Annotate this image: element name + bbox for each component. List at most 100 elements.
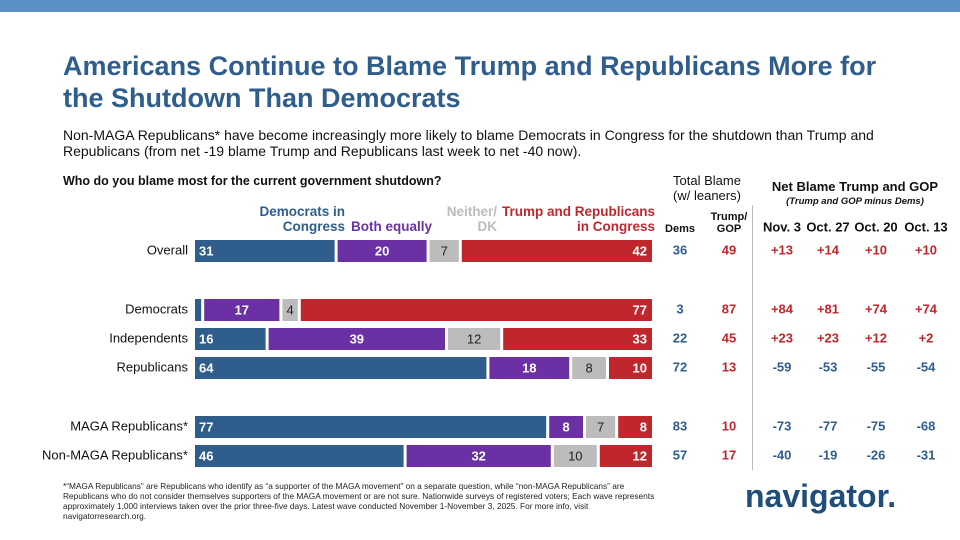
bar-segment [586,416,616,438]
value-label: 42 [633,243,647,258]
net-blame-value: -53 [819,359,838,374]
net-blame-value: -40 [773,447,792,462]
legend-label: Trump and Republicans in Congress [501,203,655,235]
value-label: 8 [585,360,592,375]
net-blame-title: Net Blame Trump and GOP [771,179,939,194]
value-label: 16 [199,331,213,346]
net-blame-value: +81 [817,301,839,316]
net-blame-subtitle: (Trump and GOP minus Dems) [786,196,924,207]
bar-segment [618,416,652,438]
bar-segment [461,240,652,262]
total-blame-value: 36 [673,242,687,257]
value-label: 10 [568,448,582,463]
value-label: 64 [199,360,214,375]
total-blame-value: 83 [673,418,687,433]
net-blame-value: -26 [867,447,886,462]
net-blame-value: +74 [865,301,888,316]
bar-segment [195,240,335,262]
value-label: 20 [375,243,389,258]
legend-label: Democrats in Congress [259,203,345,235]
legend-label: Both equally [350,219,432,235]
question: Who do you blame most for the current go… [63,174,442,188]
column-header: Dems [665,223,695,236]
total-blame-title: Total Blame (w/ leaners) [673,173,741,203]
bar-segment [489,357,570,379]
value-label: 7 [597,419,604,434]
value-label: 31 [199,243,213,258]
bar-segment [204,299,280,321]
bar-segment [195,445,404,467]
top-bar [0,0,960,12]
row-label: MAGA Republicans* [70,418,188,433]
bar-segment [572,357,606,379]
value-label: 77 [633,302,647,317]
net-blame-value: +13 [771,242,793,257]
bar-segment [300,299,652,321]
total-blame-value: 10 [722,418,736,433]
net-blame-value: +14 [817,242,840,257]
value-label: 7 [441,243,448,258]
row-label: Republicans [116,359,188,374]
bar-segment [609,357,652,379]
net-blame-value: -54 [917,359,937,374]
net-blame-value: -68 [917,418,936,433]
total-blame-value: 45 [722,330,736,345]
value-label: 46 [199,448,213,463]
total-blame-value: 17 [722,447,736,462]
total-blame-value: 57 [673,447,687,462]
net-blame-value: +23 [817,330,839,345]
value-label: 18 [522,360,536,375]
bar-segment [448,328,501,350]
column-header: Oct. 27 [806,219,849,234]
bar-segment [195,416,547,438]
net-blame-value: -55 [867,359,886,374]
value-label: 12 [467,331,481,346]
value-label: 12 [633,448,647,463]
bar-segment [195,299,202,321]
row-label: Overall [147,242,188,257]
total-blame-value: 87 [722,301,736,316]
value-label: 77 [199,419,213,434]
net-blame-value: +2 [919,330,934,345]
column-header: Trump/ GOP [710,210,748,236]
logo: navigator. [745,478,897,514]
column-header: Oct. 13 [904,219,947,234]
value-label: 32 [471,448,485,463]
net-blame-value: +12 [865,330,887,345]
column-header: Oct. 20 [854,219,897,234]
row-label: Non-MAGA Republicans* [42,447,188,462]
bar-segment [503,328,652,350]
bar-segment [195,357,487,379]
net-blame-value: -77 [819,418,838,433]
bar-segment [337,240,427,262]
value-label: 33 [633,331,647,346]
row-label: Independents [109,330,188,345]
value-label: 8 [562,419,569,434]
value-label: 39 [350,331,364,346]
value-label: 10 [633,360,647,375]
bar-segment [195,328,266,350]
net-blame-value: +10 [865,242,887,257]
footnote: *“MAGA Republicans” are Republicans who … [63,481,655,521]
bar-segment [282,299,298,321]
bar-segment [553,445,597,467]
net-blame-value: -59 [773,359,792,374]
row-label: Democrats [125,301,188,316]
bar-segment [406,445,551,467]
value-label: 8 [640,419,647,434]
net-blame-value: -31 [917,447,936,462]
bar-segment [549,416,583,438]
total-blame-value: 22 [673,330,687,345]
divider [752,205,753,470]
net-blame-value: +84 [771,301,794,316]
value-label: 4 [286,302,293,317]
bar-segment [429,240,459,262]
net-blame-value: -19 [819,447,838,462]
legend-label: Neither/ DK [446,203,497,235]
total-blame-value: 13 [722,359,736,374]
value-label: 17 [235,302,249,317]
net-blame-value: -73 [773,418,792,433]
net-blame-value: +10 [915,242,937,257]
